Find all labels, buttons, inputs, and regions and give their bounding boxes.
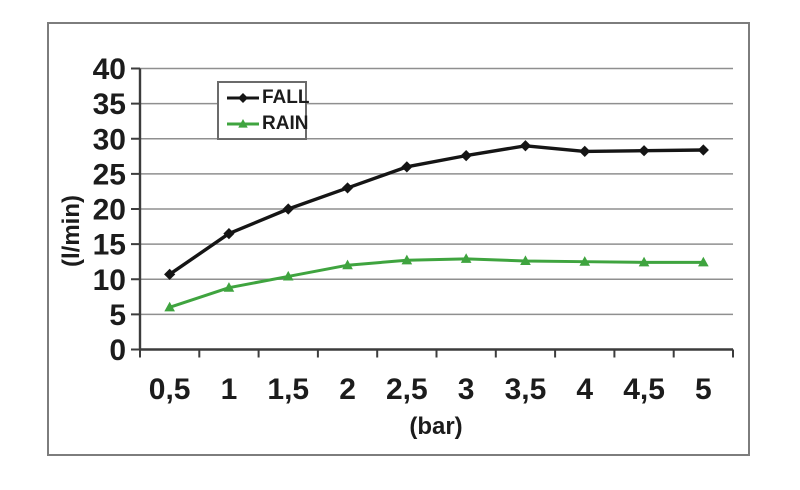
legend: FALL RAIN — [217, 81, 310, 140]
y-axis-title: (l/min) — [58, 195, 85, 267]
rain-marker — [342, 259, 353, 270]
y-tick-label: 35 — [93, 88, 126, 121]
fall-series — [164, 140, 709, 280]
rain-marker — [520, 255, 531, 266]
x-tick-label: 2,5 — [386, 373, 428, 406]
fall-marker — [638, 145, 650, 157]
y-tick-label: 40 — [93, 53, 126, 86]
x-tick-label: 1 — [221, 373, 238, 406]
y-tick-label: 15 — [93, 229, 126, 262]
y-tick-label: 10 — [93, 264, 126, 297]
x-tick-label: 0,5 — [149, 373, 191, 406]
rain-series — [164, 253, 709, 312]
x-tick-label: 4,5 — [623, 373, 665, 406]
rain-marker — [282, 270, 294, 281]
y-tick-label: 20 — [93, 194, 126, 227]
rain-marker — [698, 256, 709, 267]
x-tick-label: 3 — [458, 373, 475, 406]
rain-marker — [460, 253, 472, 263]
fall-marker — [460, 150, 472, 162]
y-tick-label: 5 — [109, 299, 126, 332]
legend-label-fall: FALL — [262, 87, 310, 108]
x-axis-ticks: 0,5 1 1,5 2 2,5 3 3,5 4 4,5 5 — [139, 349, 734, 406]
y-tick-label: 30 — [93, 123, 126, 156]
legend-item-fall: FALL — [226, 86, 310, 110]
y-tick-label: 25 — [93, 158, 126, 191]
rain-line — [168, 257, 705, 309]
x-tick-label: 2 — [339, 373, 356, 406]
x-tick-label: 5 — [695, 373, 712, 406]
fall-marker — [697, 144, 709, 156]
fall-marker — [519, 140, 532, 152]
x-tick-label: 3,5 — [505, 373, 547, 406]
fall-line-marker-swatch — [227, 92, 259, 103]
rain-marker — [401, 254, 413, 265]
gridlines — [140, 67, 733, 316]
x-tick-label: 1,5 — [267, 373, 309, 406]
legend-label-rain: RAIN — [262, 113, 309, 134]
x-tick-label: 4 — [576, 373, 593, 406]
rain-marker — [638, 256, 650, 267]
rain-line-marker-swatch — [227, 118, 259, 128]
fall-marker — [223, 227, 235, 240]
fall-marker — [164, 268, 176, 280]
fall-line — [167, 144, 706, 277]
fall-marker — [341, 182, 354, 194]
y-tick-label: 0 — [109, 334, 126, 367]
rain-marker — [223, 282, 235, 292]
chart-frame — [47, 22, 750, 456]
fall-marker — [282, 203, 294, 215]
legend-item-rain: RAIN — [226, 112, 309, 136]
rain-marker — [579, 256, 591, 266]
fall-marker — [579, 145, 591, 157]
x-axis-title: (bar) — [409, 413, 463, 440]
fall-marker — [401, 161, 413, 173]
rain-marker — [164, 301, 175, 312]
